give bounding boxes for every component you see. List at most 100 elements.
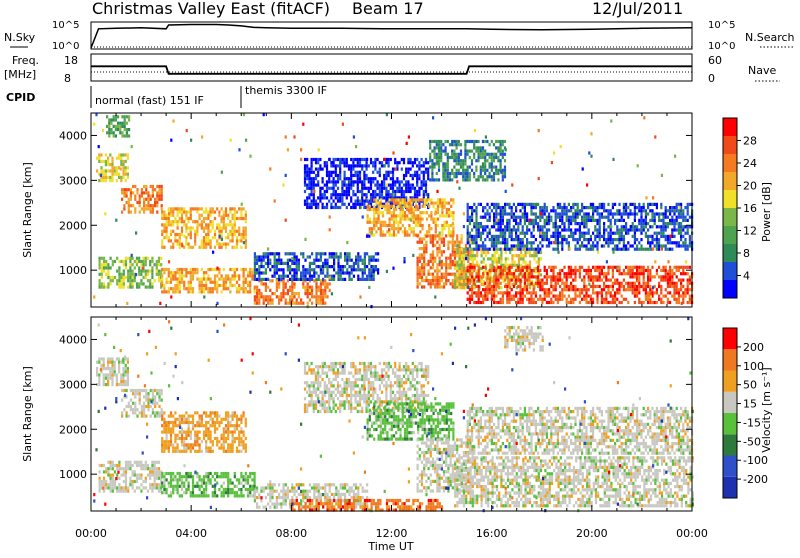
heatmap-cell [498, 261, 500, 264]
heatmap-cell [322, 271, 324, 274]
heatmap-cell [640, 232, 642, 235]
heatmap-cell [634, 219, 636, 222]
heatmap-cell [263, 271, 265, 274]
heatmap-cell [274, 252, 276, 255]
heatmap-cell [216, 284, 218, 287]
heatmap-cell [667, 216, 669, 219]
heatmap-cell [373, 205, 375, 208]
heatmap-cell [161, 191, 163, 194]
heatmap-cell [274, 292, 276, 295]
heatmap-cell [203, 287, 205, 290]
heatmap-cell [552, 232, 554, 235]
heatmap-cell [346, 259, 348, 262]
heatmap-cell [612, 298, 614, 301]
heatmap-cell [469, 279, 471, 282]
heatmap-cell [435, 224, 437, 227]
heatmap-cell [634, 248, 636, 251]
heatmap-cell [568, 222, 570, 225]
heatmap-cell [391, 224, 393, 227]
heatmap-cell [317, 196, 319, 199]
heatmap-cell [306, 203, 308, 206]
heatmap-cell [458, 169, 460, 172]
heatmap-cell [271, 302, 273, 305]
heatmap-cell [324, 259, 326, 262]
heatmap-cell [374, 184, 376, 187]
heatmap-cell [482, 153, 484, 156]
heatmap-cell [667, 248, 669, 251]
heatmap-cell [121, 134, 123, 137]
heatmap-cell [170, 287, 172, 290]
heatmap-cell [445, 263, 447, 266]
heatmap-cell [647, 212, 649, 215]
heatmap-cell [612, 269, 614, 272]
heatmap-cell [118, 273, 120, 276]
heatmap-cell [348, 187, 350, 190]
heatmap-cell [438, 143, 440, 146]
heatmap-cell [459, 286, 461, 289]
heatmap-cell [331, 252, 333, 255]
heatmap-cell [461, 264, 463, 267]
heatmap-cell [649, 225, 651, 228]
heatmap-cell [625, 203, 627, 206]
heatmap-cell [101, 286, 103, 289]
heatmap-cell [119, 125, 121, 128]
heatmap-cell [439, 269, 441, 272]
heatmap-cell [440, 153, 442, 156]
heatmap-cell [552, 206, 554, 209]
heatmap-cell [357, 164, 359, 167]
heatmap-cell [130, 188, 132, 191]
heatmap-cell [561, 209, 563, 212]
heatmap-cell [260, 292, 262, 295]
heatmap-cell [478, 298, 480, 301]
heatmap-cell [588, 228, 590, 231]
heatmap-cell [645, 219, 647, 222]
heatmap-cell [471, 150, 473, 153]
heatmap-cell [423, 180, 425, 183]
heatmap-cell [274, 265, 276, 268]
heatmap-cell [434, 156, 436, 159]
heatmap-cell [508, 222, 510, 225]
heatmap-cell [555, 228, 557, 231]
heatmap-cell [404, 202, 406, 205]
heatmap-cell [121, 286, 123, 289]
heatmap-cell [341, 180, 343, 183]
heatmap-cell [172, 246, 174, 249]
heatmap-cell [236, 236, 238, 239]
heatmap-cell [471, 212, 473, 215]
heatmap-cell [344, 171, 346, 174]
heatmap-cell [654, 212, 656, 215]
heatmap-cell [364, 271, 366, 274]
heatmap-cell [467, 169, 469, 172]
heatmap-cell [544, 288, 546, 291]
heatmap-cell [439, 234, 441, 237]
heatmap-cell [464, 172, 466, 175]
heatmap-cell [329, 282, 331, 285]
heatmap-cell [229, 223, 231, 226]
heatmap-cell [330, 164, 332, 167]
heatmap-cell [592, 291, 594, 294]
heatmap-cell [324, 295, 326, 298]
heatmap-cell [105, 286, 107, 289]
heatmap-cell [129, 276, 131, 279]
heatmap-cell [519, 216, 521, 219]
heatmap-cell [415, 202, 417, 205]
heatmap-cell [627, 288, 629, 291]
heatmap-cell [421, 237, 423, 240]
heatmap-cell [636, 269, 638, 272]
heatmap-cell [590, 275, 592, 278]
heatmap-cell [533, 228, 535, 231]
heatmap-cell [426, 211, 428, 214]
heatmap-cell [614, 279, 616, 282]
heatmap-cell [154, 204, 156, 207]
heatmap-cell [678, 212, 680, 215]
heatmap-cell [110, 279, 112, 282]
heatmap-cell [645, 291, 647, 294]
heatmap-cell [588, 269, 590, 272]
heatmap-cell [158, 188, 160, 191]
heatmap-cell [416, 180, 418, 183]
heatmap-cell [495, 238, 497, 241]
heatmap-cell [320, 302, 322, 305]
heatmap-cell [339, 200, 341, 203]
heatmap-cell [533, 298, 535, 301]
heatmap-cell [500, 235, 502, 238]
